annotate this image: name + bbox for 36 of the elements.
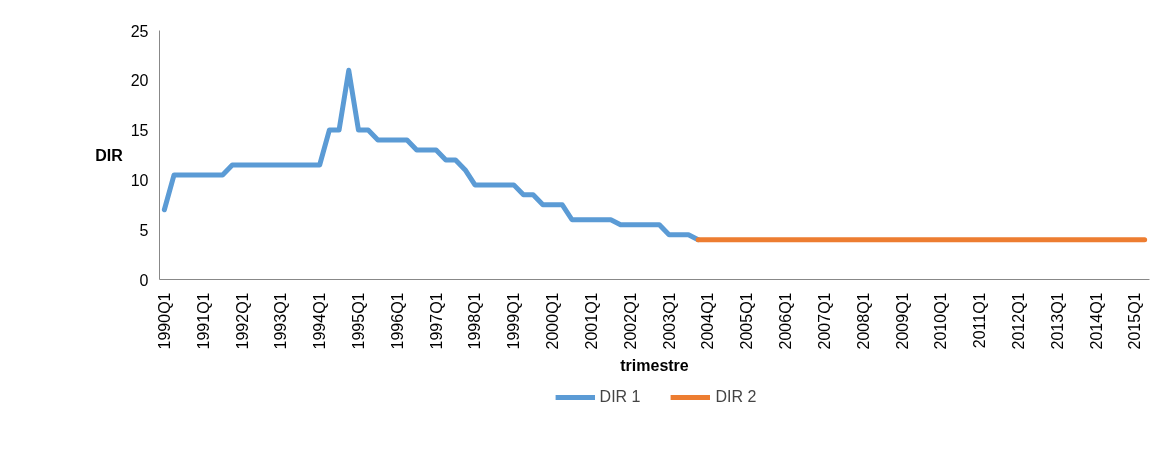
x-tick-label: 1994Q1: [311, 292, 329, 350]
x-tick-label: 1997Q1: [427, 292, 445, 350]
y-tick-label: 20: [130, 72, 149, 90]
x-tick-label: 1990Q1: [155, 292, 173, 350]
y-tick-label: 25: [130, 22, 149, 40]
y-tick-label: 15: [130, 122, 149, 140]
y-tick-label: 10: [130, 171, 149, 189]
x-tick-label: 2014Q1: [1087, 292, 1105, 350]
y-axis-title: DIR: [95, 146, 124, 164]
x-tick-label: 1993Q1: [272, 292, 290, 350]
x-tick-label: 2003Q1: [660, 292, 678, 350]
x-tick-label: 2015Q1: [1126, 292, 1144, 350]
legend-label: DIR 1: [599, 388, 641, 406]
x-tick-label: 2000Q1: [544, 292, 562, 350]
x-tick-label: 2011Q1: [971, 292, 989, 349]
x-tick-label: 2009Q1: [893, 292, 911, 350]
y-tick-label: 5: [139, 221, 149, 239]
x-tick-label: 1996Q1: [388, 292, 406, 350]
x-tick-label: 2008Q1: [854, 292, 872, 350]
x-tick-label: 2010Q1: [932, 292, 950, 350]
x-tick-label: 2005Q1: [738, 292, 756, 350]
legend-label: DIR 2: [715, 388, 757, 406]
x-tick-label: 2004Q1: [699, 292, 717, 350]
x-tick-label: 2013Q1: [1048, 292, 1066, 350]
x-tick-label: 1991Q1: [194, 292, 212, 350]
x-axis-title: trimestre: [620, 357, 689, 375]
x-tick-label: 2012Q1: [1009, 292, 1027, 350]
x-tick-label: 1995Q1: [349, 292, 367, 350]
x-tick-label: 1998Q1: [466, 292, 484, 350]
x-tick-label: 2007Q1: [815, 292, 833, 350]
y-tick-label: 0: [139, 271, 149, 289]
x-tick-label: 1992Q1: [233, 292, 251, 350]
x-tick-label: 2001Q1: [582, 292, 600, 350]
x-tick-label: 2002Q1: [621, 292, 639, 350]
x-tick-label: 1999Q1: [505, 292, 523, 350]
x-tick-label: 2006Q1: [777, 292, 795, 350]
